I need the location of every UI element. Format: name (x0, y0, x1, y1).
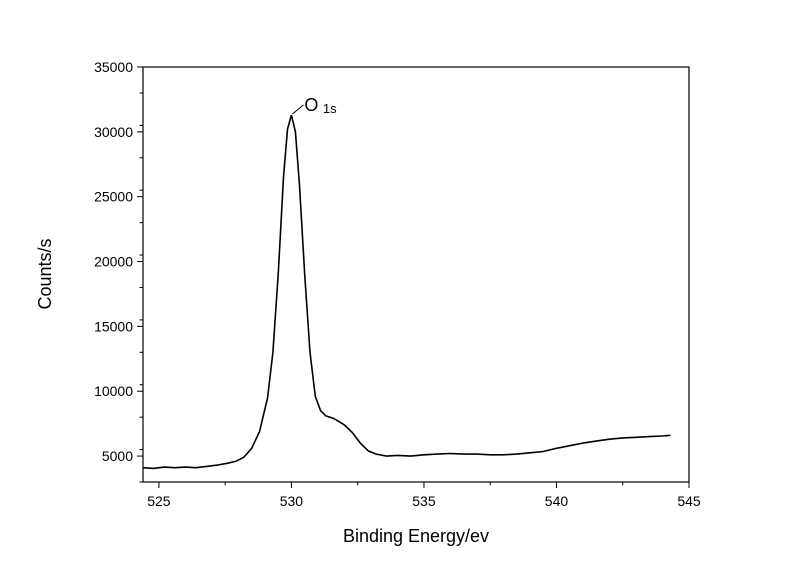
y-tick-label: 10000 (94, 383, 133, 399)
x-tick-label: 530 (280, 493, 304, 509)
x-tick-label: 540 (545, 493, 569, 509)
series-line (142, 114, 671, 470)
x-tick-label: 525 (147, 493, 171, 509)
x-tick-label: 535 (412, 493, 436, 509)
y-tick-label: 25000 (94, 189, 133, 205)
y-tick-label: 20000 (94, 254, 133, 270)
y-axis-title: Counts/s (35, 238, 55, 309)
y-axis: 5000 10000 15000 20000 25000 30000 35000 (94, 59, 143, 483)
annotation-main: O (304, 95, 318, 115)
x-axis-title: Binding Energy/ev (343, 526, 489, 546)
annotation-sub: 1s (323, 101, 337, 116)
peak-annotation: O 1s (292, 95, 337, 116)
y-tick-label: 35000 (94, 59, 133, 75)
annotation-label: O 1s (304, 95, 337, 116)
plot-frame (142, 66, 690, 483)
x-tick-label: 545 (677, 493, 701, 509)
annotation-leader-line (292, 104, 304, 115)
y-tick-label: 5000 (102, 448, 133, 464)
y-tick-label: 30000 (94, 124, 133, 140)
y-tick-label: 15000 (94, 318, 133, 334)
x-axis: 525 530 535 540 545 (147, 482, 701, 509)
